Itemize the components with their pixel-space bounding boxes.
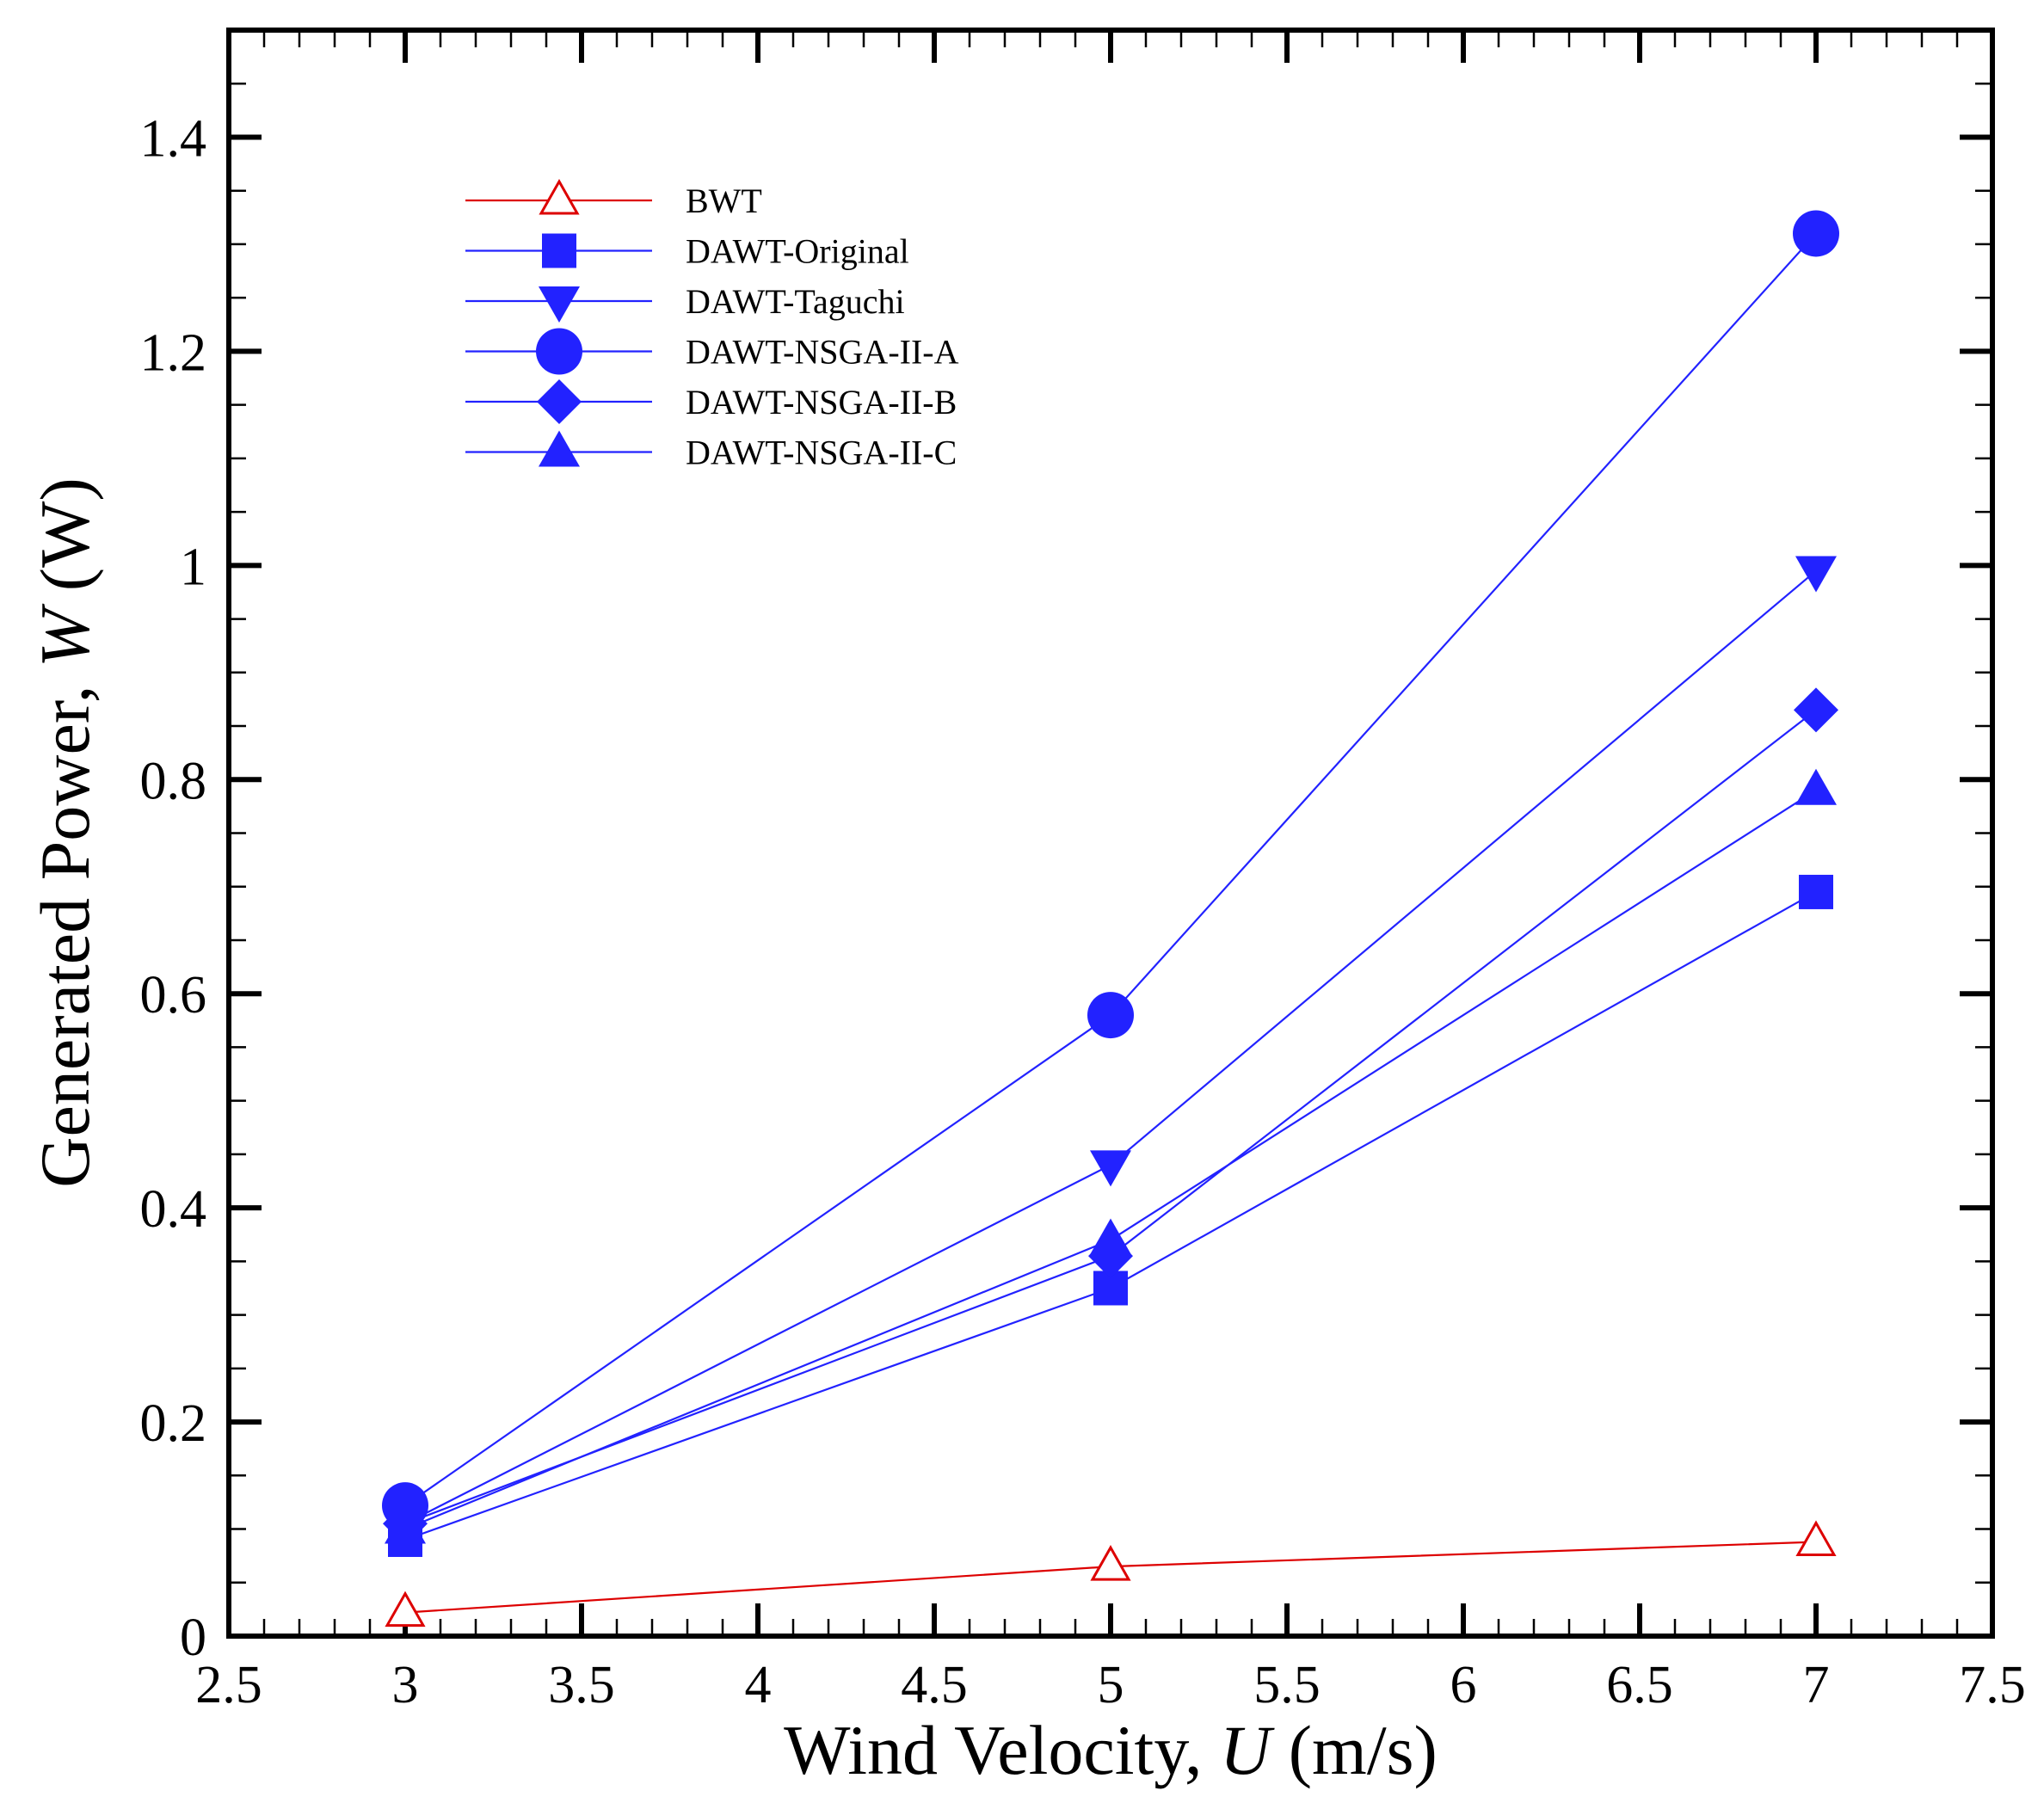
- y-tick-label: 1: [180, 538, 206, 596]
- x-tick-label: 5: [1098, 1656, 1124, 1714]
- y-tick-labels: 0 0.2 0.4 0.6 0.8 1 1.2 1.4: [140, 109, 207, 1667]
- legend-label: DAWT-NSGA-II-B: [686, 383, 957, 421]
- data-point-dawt-original: [1799, 874, 1833, 909]
- data-point-bwt: [1090, 1545, 1131, 1581]
- x-tick-labels: 2.5 3 3.5 4 4.5 5 5.5 6 6.5 7 7.5: [195, 1656, 2026, 1714]
- x-tick-label: 2.5: [195, 1656, 262, 1714]
- legend-marker: [539, 178, 580, 215]
- x-tick-label: 4.5: [901, 1656, 968, 1714]
- legend-label: DAWT-Taguchi: [686, 282, 905, 321]
- y-tick-label: 0.6: [140, 966, 207, 1024]
- legend-label: DAWT-NSGA-II-A: [686, 333, 959, 372]
- legend-marker: [537, 379, 582, 424]
- data-point-dawt-taguchi: [1090, 1150, 1131, 1187]
- y-tick-label: 0: [180, 1609, 206, 1667]
- y-tick-label: 0.2: [140, 1394, 207, 1453]
- y-tick-label: 0.8: [140, 752, 207, 810]
- minor-ticks: [229, 28, 1992, 1636]
- x-tick-label: 3.5: [548, 1656, 615, 1714]
- plot-frame: [226, 28, 1995, 1639]
- legend-label: BWT: [686, 182, 762, 220]
- legend-marker: [542, 233, 576, 268]
- data-point-bwt: [385, 1591, 426, 1627]
- x-tick-label: 6.5: [1606, 1656, 1673, 1714]
- data-point-dawt-taguchi: [1795, 556, 1837, 593]
- data-point-dawt-nsga-ii-c: [1795, 768, 1837, 805]
- y-tick-label: 1.4: [140, 109, 207, 168]
- legend: BWT DAWT-Original DAWT-Taguchi DAWT-NSGA-II…: [465, 178, 959, 472]
- y-axis-title: Generated Power, W (W): [26, 477, 104, 1187]
- data-point-dawt-nsga-ii-c: [1090, 1218, 1131, 1255]
- x-tick-label: 7.5: [1959, 1656, 2026, 1714]
- data-point-dawt-nsga-ii-a: [1087, 992, 1134, 1039]
- data-point-dawt-nsga-ii-a: [1793, 210, 1839, 257]
- legend-marker: [539, 430, 580, 467]
- x-tick-label: 7: [1803, 1656, 1830, 1714]
- legend-label: DAWT-NSGA-II-C: [686, 434, 957, 472]
- x-axis-title: Wind Velocity, U (m/s): [784, 1711, 1438, 1789]
- series-markers: [382, 210, 1839, 1627]
- x-tick-label: 3: [392, 1656, 419, 1714]
- data-point-bwt: [1795, 1520, 1837, 1556]
- legend-marker: [536, 328, 582, 375]
- x-tick-label: 6: [1450, 1656, 1477, 1714]
- x-tick-label: 5.5: [1253, 1656, 1321, 1714]
- data-point-dawt-nsga-ii-c: [385, 1507, 426, 1544]
- y-tick-label: 1.2: [140, 323, 207, 382]
- data-point-dawt-nsga-ii-b: [1794, 687, 1838, 733]
- x-tick-label: 4: [745, 1656, 772, 1714]
- legend-label: DAWT-Original: [686, 232, 909, 271]
- y-tick-label: 0.4: [140, 1180, 207, 1239]
- legend-marker: [539, 286, 580, 323]
